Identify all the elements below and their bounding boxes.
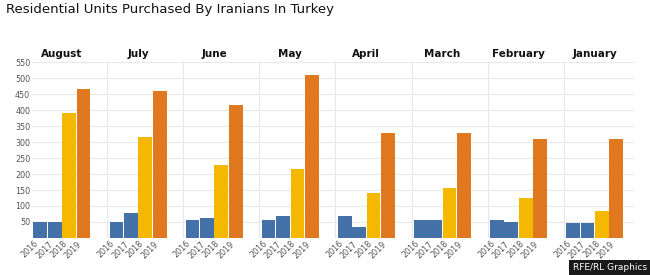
Text: April: April <box>352 49 380 59</box>
Bar <box>214 165 228 238</box>
Bar <box>381 133 395 238</box>
Bar <box>414 220 428 238</box>
Bar <box>153 91 166 238</box>
Bar <box>229 105 242 238</box>
Text: March: March <box>424 49 461 59</box>
Bar <box>138 137 152 238</box>
Text: RFE/RL Graphics: RFE/RL Graphics <box>573 263 647 272</box>
Text: Residential Units Purchased By Iranians In Turkey: Residential Units Purchased By Iranians … <box>6 3 335 16</box>
Bar <box>566 222 580 238</box>
Bar <box>519 198 532 238</box>
Bar <box>291 169 304 238</box>
Text: January: January <box>572 49 617 59</box>
Bar <box>276 216 290 238</box>
Bar <box>200 218 214 238</box>
Bar <box>62 113 76 238</box>
Bar <box>443 188 456 238</box>
Text: February: February <box>492 49 545 59</box>
Bar <box>352 227 366 238</box>
Bar <box>77 89 90 238</box>
Bar <box>457 133 471 238</box>
Bar <box>48 222 62 238</box>
Bar <box>580 222 594 238</box>
Bar <box>490 220 504 238</box>
Bar <box>504 222 518 238</box>
Bar <box>33 222 47 238</box>
Bar <box>124 213 138 238</box>
Bar <box>428 220 442 238</box>
Bar <box>595 211 608 238</box>
Text: July: July <box>127 49 149 59</box>
Text: May: May <box>278 49 302 59</box>
Bar <box>186 220 200 238</box>
Bar <box>338 216 352 238</box>
Bar <box>367 193 380 238</box>
Bar <box>305 75 318 238</box>
Bar <box>533 139 547 238</box>
Bar <box>110 222 124 238</box>
Text: August: August <box>41 49 83 59</box>
Bar <box>610 139 623 238</box>
Bar <box>262 220 276 238</box>
Text: June: June <box>202 49 227 59</box>
